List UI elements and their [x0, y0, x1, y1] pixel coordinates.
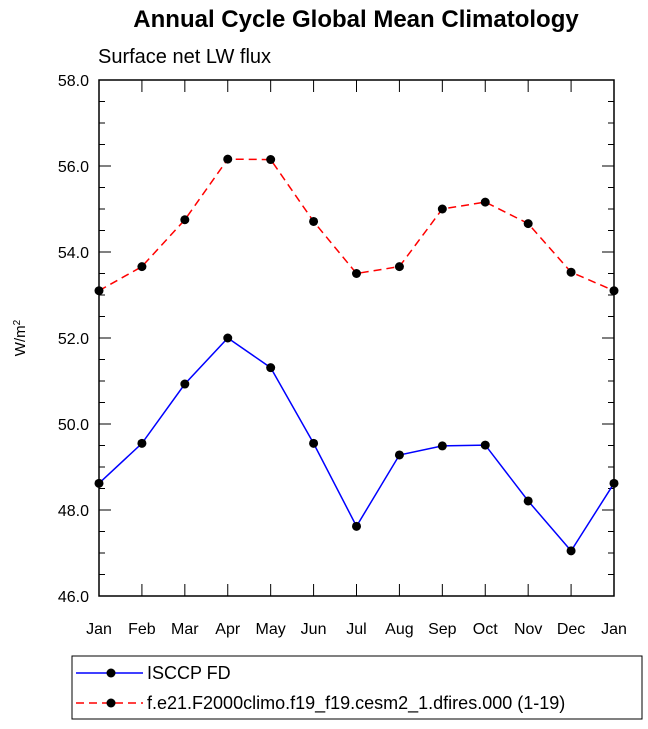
x-tick-label: Feb [128, 621, 156, 638]
x-tick-label: May [256, 621, 286, 638]
chart-title: Annual Cycle Global Mean Climatology [133, 6, 579, 33]
chart-subtitle: Surface net LW flux [98, 46, 271, 68]
x-tick-label: Sep [428, 621, 457, 638]
data-point [480, 197, 490, 207]
x-tick-label: Jul [346, 621, 366, 638]
data-point [309, 216, 319, 226]
x-tick-label: Mar [171, 621, 199, 638]
y-tick-label: 46.0 [58, 589, 89, 606]
data-point [566, 267, 576, 277]
data-point [180, 379, 190, 389]
x-tick-label: Jan [86, 621, 112, 638]
legend-label-isccp: ISCCP FD [147, 663, 231, 683]
legend-entry-isccp: ISCCP FD [76, 663, 231, 683]
data-point [266, 363, 276, 373]
data-point [94, 478, 104, 488]
data-point [480, 440, 490, 450]
y-tick-label: 54.0 [58, 245, 89, 262]
x-tick-label: Oct [473, 621, 498, 638]
y-tick-label: 50.0 [58, 417, 89, 434]
y-axis-label-text: W/m [12, 325, 29, 356]
axis-ticks: 46.0 48.0 50.0 52.0 54.0 56.0 58.0 Jan Feb Mar Apr… [58, 73, 627, 638]
data-point [523, 219, 533, 229]
svg-text:W/m2: W/m2 [12, 319, 30, 356]
data-point [523, 496, 533, 506]
data-point [223, 333, 233, 343]
data-point [437, 441, 447, 451]
x-tick-label: Jun [301, 621, 327, 638]
data-point [94, 286, 104, 296]
x-tick-label: Apr [215, 621, 241, 638]
legend-label-cesm: f.e21.F2000climo.f19_f19.cesm2_1.dfires.… [147, 693, 565, 714]
y-axis-label: W/m2 [12, 319, 30, 356]
y-tick-label: 56.0 [58, 159, 89, 176]
legend-marker-isccp [106, 668, 116, 678]
data-point [180, 215, 190, 225]
data-point [137, 438, 147, 448]
y-axis-label-superscript: 2 [12, 319, 23, 325]
data-point [437, 204, 447, 214]
series-layer [94, 154, 619, 556]
x-tick-label: Aug [385, 621, 413, 638]
data-point [566, 546, 576, 556]
y-tick-label: 58.0 [58, 73, 89, 90]
data-point [309, 438, 319, 448]
data-point [137, 262, 147, 272]
x-tick-label: Nov [514, 621, 542, 638]
data-point [352, 269, 361, 278]
data-point [394, 450, 404, 460]
data-point [352, 521, 361, 531]
legend-marker-cesm [106, 698, 116, 708]
data-point [266, 155, 276, 165]
legend-box [71, 655, 643, 720]
legend-entry-cesm: f.e21.F2000climo.f19_f19.cesm2_1.dfires.… [76, 693, 565, 714]
data-point [609, 286, 619, 296]
x-tick-label: Jan [601, 621, 627, 638]
y-tick-label: 52.0 [58, 331, 89, 348]
series-line-0 [98, 337, 615, 553]
data-point [609, 478, 619, 488]
data-point [394, 262, 404, 272]
plot-frame [98, 79, 615, 597]
y-tick-label: 48.0 [58, 503, 89, 520]
data-point [223, 154, 233, 164]
x-tick-label: Dec [557, 621, 585, 638]
